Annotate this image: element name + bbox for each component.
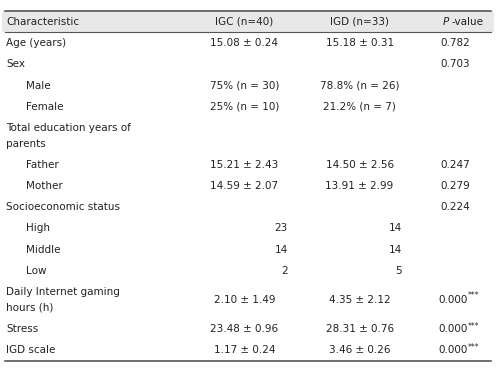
Text: IGD scale: IGD scale (6, 345, 56, 355)
Text: Mother: Mother (26, 181, 62, 191)
Text: Characteristic: Characteristic (6, 17, 79, 27)
Text: 3.46 ± 0.26: 3.46 ± 0.26 (329, 345, 390, 355)
Text: Total education years of: Total education years of (6, 123, 131, 133)
Text: hours (h): hours (h) (6, 303, 54, 313)
Text: 0.279: 0.279 (440, 181, 470, 191)
Text: ***: *** (468, 322, 480, 330)
Text: 78.8% (n = 26): 78.8% (n = 26) (320, 81, 399, 91)
Text: 23: 23 (274, 223, 288, 233)
Text: 0.247: 0.247 (440, 159, 470, 170)
Text: IGD (n=33): IGD (n=33) (330, 17, 389, 27)
Text: Middle: Middle (26, 245, 61, 255)
Text: Sex: Sex (6, 59, 25, 69)
Text: 0.000: 0.000 (438, 295, 467, 305)
Text: Socioeconomic status: Socioeconomic status (6, 202, 120, 212)
Text: 14.59 ± 2.07: 14.59 ± 2.07 (210, 181, 278, 191)
Text: 0.224: 0.224 (440, 202, 470, 212)
Text: Daily Internet gaming: Daily Internet gaming (6, 287, 120, 297)
Text: 2: 2 (281, 266, 288, 276)
Text: Female: Female (26, 102, 63, 112)
Text: 25% (n = 10): 25% (n = 10) (210, 102, 279, 112)
Text: 13.91 ± 2.99: 13.91 ± 2.99 (325, 181, 394, 191)
Text: 2.10 ± 1.49: 2.10 ± 1.49 (214, 295, 275, 305)
Text: 5: 5 (395, 266, 402, 276)
Text: 14: 14 (274, 245, 288, 255)
Text: Stress: Stress (6, 324, 38, 334)
Text: 0.703: 0.703 (440, 59, 470, 69)
Text: 75% (n = 30): 75% (n = 30) (210, 81, 279, 91)
Text: 0.000: 0.000 (438, 324, 467, 334)
Text: 15.08 ± 0.24: 15.08 ± 0.24 (210, 38, 278, 48)
Text: ***: *** (468, 343, 480, 352)
Text: Age (years): Age (years) (6, 38, 66, 48)
Text: -value: -value (451, 17, 484, 27)
Text: 14: 14 (388, 245, 402, 255)
Text: 0.000: 0.000 (438, 345, 467, 355)
Text: 15.18 ± 0.31: 15.18 ± 0.31 (325, 38, 394, 48)
Text: Father: Father (26, 159, 59, 170)
Text: 4.35 ± 2.12: 4.35 ± 2.12 (329, 295, 390, 305)
Text: 14.50 ± 2.56: 14.50 ± 2.56 (325, 159, 394, 170)
Text: 28.31 ± 0.76: 28.31 ± 0.76 (325, 324, 394, 334)
Text: 21.2% (n = 7): 21.2% (n = 7) (323, 102, 396, 112)
Text: 0.782: 0.782 (440, 38, 470, 48)
Text: P: P (442, 17, 449, 27)
Text: IGC (n=40): IGC (n=40) (215, 17, 273, 27)
Text: High: High (26, 223, 50, 233)
Text: ***: *** (468, 291, 480, 300)
Text: parents: parents (6, 139, 46, 149)
Text: 23.48 ± 0.96: 23.48 ± 0.96 (210, 324, 278, 334)
Text: Male: Male (26, 81, 51, 91)
Text: 15.21 ± 2.43: 15.21 ± 2.43 (210, 159, 278, 170)
Text: Low: Low (26, 266, 46, 276)
Text: 14: 14 (388, 223, 402, 233)
Bar (2, 11, 494, 32)
Text: 1.17 ± 0.24: 1.17 ± 0.24 (214, 345, 275, 355)
